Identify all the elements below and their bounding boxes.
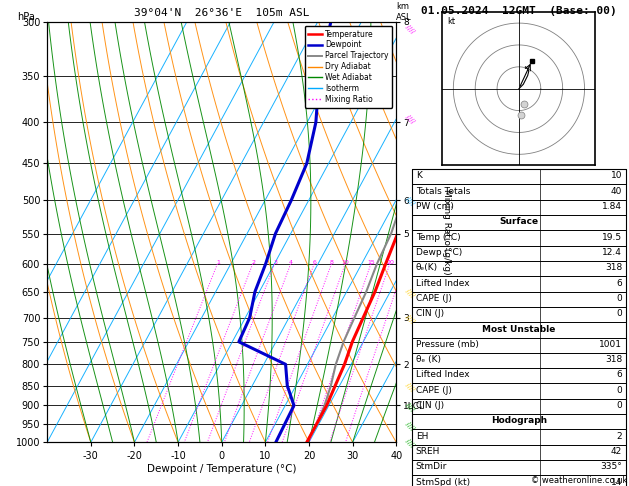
Text: ////: //// — [406, 112, 416, 123]
Text: 6: 6 — [313, 260, 316, 265]
Text: Most Unstable: Most Unstable — [482, 325, 555, 333]
Text: 318: 318 — [605, 355, 622, 364]
Text: θₑ(K): θₑ(K) — [416, 263, 438, 272]
Text: 0: 0 — [616, 294, 622, 303]
Text: 0: 0 — [616, 309, 622, 318]
Text: Surface: Surface — [499, 217, 538, 226]
Text: Hodograph: Hodograph — [491, 417, 547, 425]
Legend: Temperature, Dewpoint, Parcel Trajectory, Dry Adiabat, Wet Adiabat, Isotherm, Mi: Temperature, Dewpoint, Parcel Trajectory… — [304, 26, 392, 108]
Text: 2: 2 — [251, 260, 255, 265]
Text: ////: //// — [406, 400, 416, 411]
Text: EH: EH — [416, 432, 428, 441]
Text: CIN (J): CIN (J) — [416, 401, 444, 410]
Text: Totals Totals: Totals Totals — [416, 187, 470, 196]
Text: 19.5: 19.5 — [602, 233, 622, 242]
Text: K: K — [416, 172, 421, 180]
Text: 0: 0 — [616, 386, 622, 395]
Text: 14: 14 — [611, 478, 622, 486]
Text: CAPE (J): CAPE (J) — [416, 294, 452, 303]
Text: 0: 0 — [616, 401, 622, 410]
Text: kt: kt — [447, 17, 455, 26]
Text: km
ASL: km ASL — [396, 2, 412, 22]
Text: ////: //// — [406, 419, 416, 430]
Text: © weatheronline.co.uk: © weatheronline.co.uk — [532, 476, 628, 485]
Text: Temp (°C): Temp (°C) — [416, 233, 460, 242]
Text: 40: 40 — [611, 187, 622, 196]
Text: 6: 6 — [616, 278, 622, 288]
Text: ////: //// — [406, 437, 416, 448]
Text: Dewp (°C): Dewp (°C) — [416, 248, 462, 257]
Text: 335°: 335° — [600, 462, 622, 471]
Text: StmDir: StmDir — [416, 462, 447, 471]
Text: 12.4: 12.4 — [602, 248, 622, 257]
Text: 10: 10 — [611, 172, 622, 180]
Text: 20: 20 — [386, 260, 394, 265]
Text: 2: 2 — [616, 432, 622, 441]
Text: θₑ (K): θₑ (K) — [416, 355, 441, 364]
Text: PW (cm): PW (cm) — [416, 202, 454, 211]
Text: ////: //// — [406, 380, 416, 391]
Text: SREH: SREH — [416, 447, 440, 456]
Text: 10: 10 — [342, 260, 350, 265]
Text: 1: 1 — [216, 260, 220, 265]
Text: ////: //// — [406, 286, 416, 297]
X-axis label: Dewpoint / Temperature (°C): Dewpoint / Temperature (°C) — [147, 464, 296, 474]
Text: 4: 4 — [289, 260, 293, 265]
Text: 01.05.2024  12GMT  (Base: 00): 01.05.2024 12GMT (Base: 00) — [421, 6, 617, 16]
Text: 42: 42 — [611, 447, 622, 456]
Text: ////: //// — [406, 22, 416, 33]
Text: StmSpd (kt): StmSpd (kt) — [416, 478, 470, 486]
Title: 39°04'N  26°36'E  105m ASL: 39°04'N 26°36'E 105m ASL — [134, 8, 309, 18]
Text: 3: 3 — [273, 260, 277, 265]
Text: ////: //// — [406, 312, 416, 323]
Text: 15: 15 — [367, 260, 375, 265]
Text: CAPE (J): CAPE (J) — [416, 386, 452, 395]
Text: 1.84: 1.84 — [602, 202, 622, 211]
Text: Lifted Index: Lifted Index — [416, 278, 469, 288]
Text: 8: 8 — [330, 260, 334, 265]
Text: Lifted Index: Lifted Index — [416, 370, 469, 380]
Text: ////: //// — [406, 195, 416, 206]
Text: hPa: hPa — [18, 12, 35, 22]
Text: Pressure (mb): Pressure (mb) — [416, 340, 479, 349]
Text: 6: 6 — [616, 370, 622, 380]
Y-axis label: Mixing Ratio (g/kg): Mixing Ratio (g/kg) — [442, 189, 451, 275]
Text: CIN (J): CIN (J) — [416, 309, 444, 318]
Text: 1001: 1001 — [599, 340, 622, 349]
Text: 318: 318 — [605, 263, 622, 272]
